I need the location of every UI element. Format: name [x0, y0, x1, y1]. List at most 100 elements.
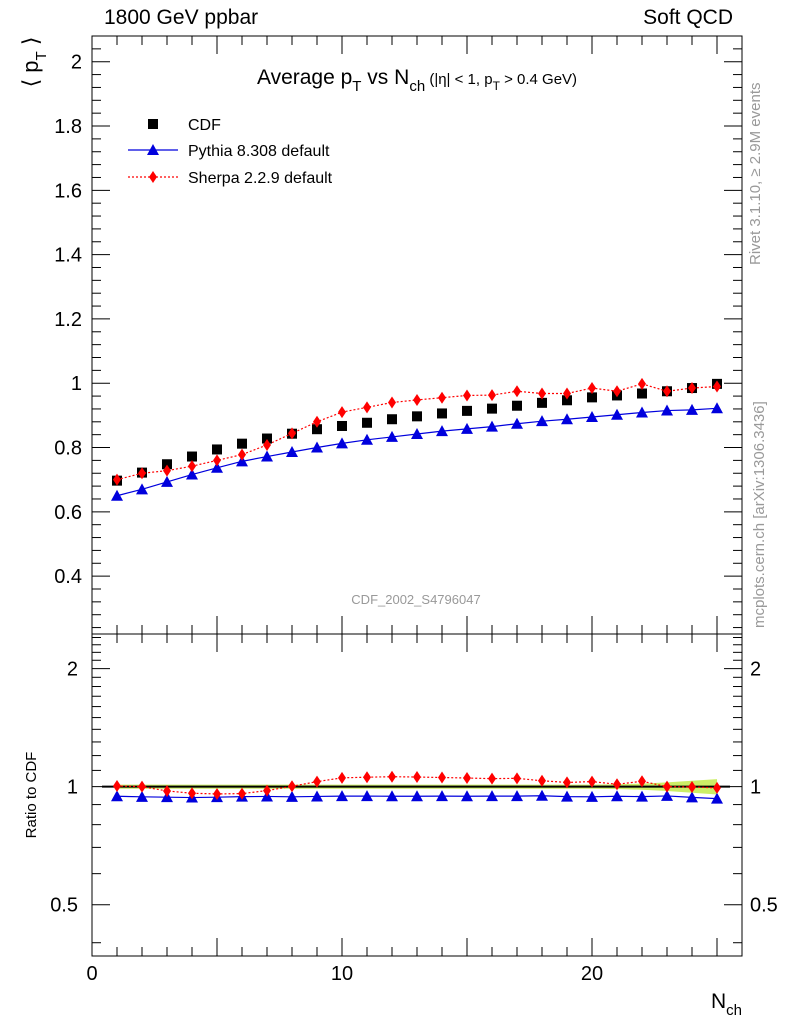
data-point: [313, 415, 321, 428]
y-axis-label-open: ⟨ p: [18, 60, 43, 87]
data-point: [311, 441, 323, 453]
ratio-data-point: [263, 784, 271, 797]
main-panel: 0.40.60.811.21.41.61.82 Average pT vs Nc…: [18, 35, 743, 635]
data-point: [261, 450, 273, 462]
ratio-data-point: [338, 771, 346, 784]
y-tick-label: 0.8: [54, 438, 82, 460]
data-point: [362, 417, 372, 428]
data-point: [187, 451, 197, 462]
ratio-data-point: [163, 784, 171, 797]
data-point: [688, 382, 696, 395]
ratio-data-point: [561, 790, 573, 802]
ratio-data-point: [461, 790, 473, 802]
ratio-data-point: [611, 790, 623, 802]
data-point: [111, 489, 123, 501]
data-point: [337, 420, 347, 431]
ratio-data-point: [113, 779, 121, 792]
process-label: Soft QCD: [643, 6, 733, 29]
data-point: [563, 387, 571, 400]
ratio-y-axis-label: Ratio to CDF: [23, 752, 40, 839]
ratio-panel-y-tick-labels: 0.5 0.5 1 1 2 2: [50, 659, 778, 917]
data-point: [162, 459, 172, 470]
x-tick-label: 10: [331, 963, 353, 985]
ratio-data-point: [111, 790, 123, 802]
ratio-panel-series: [111, 770, 723, 804]
energy-label: 1800 GeV ppbar: [104, 6, 259, 29]
data-point: [638, 377, 646, 390]
data-point: [387, 414, 397, 425]
legend-marker: [147, 144, 159, 155]
data-point: [561, 413, 573, 425]
data-point: [661, 404, 673, 416]
y-axis-label-sub: T: [33, 51, 50, 60]
data-point: [161, 475, 173, 487]
ratio-data-point: [238, 787, 246, 800]
main-panel-y-tick-labels: 0.4 0.6 0.8 1 1.2 1.4 1.6 1.8 2: [54, 52, 82, 588]
ratio-data-point: [438, 771, 446, 784]
data-point: [412, 411, 422, 422]
data-point: [262, 433, 272, 444]
data-point: [186, 468, 198, 480]
data-point: [713, 380, 721, 393]
x-tick-labels: 0 10 20: [86, 963, 603, 985]
ratio-data-point: [413, 771, 421, 784]
data-point: [611, 408, 623, 420]
ratio-data-point: [536, 789, 548, 801]
legend: CDF Pythia 8.308 default Sherpa 2.2.9 defa…: [128, 117, 333, 187]
legend-label: Sherpa 2.2.9 default: [188, 170, 333, 187]
data-point: [386, 430, 398, 442]
data-point: [536, 415, 548, 427]
data-point: [512, 400, 522, 411]
y-tick-label: 1.4: [54, 245, 82, 267]
ratio-data-point: [386, 790, 398, 802]
ratio-data-point: [688, 780, 696, 793]
ratio-y-tick-label-right: 2: [750, 659, 761, 681]
ratio-data-point: [488, 772, 496, 785]
data-point: [537, 397, 547, 408]
data-point: [686, 403, 698, 415]
ratio-data-point: [411, 790, 423, 802]
data-point: [338, 406, 346, 419]
y-tick-label: 1.2: [54, 309, 82, 331]
ratio-uncertainty-band: [102, 779, 730, 795]
data-point: [388, 396, 396, 409]
ratio-data-point: [436, 790, 448, 802]
ratio-data-point: [511, 790, 523, 802]
main-panel-ticks: [92, 35, 743, 634]
data-point: [538, 387, 546, 400]
y-tick-label: 2: [71, 52, 82, 74]
ratio-y-tick-label-left: 1: [67, 777, 78, 799]
rivet-label: Rivet 3.1.10, ≥ 2.9M events: [747, 83, 764, 266]
data-point: [212, 444, 222, 455]
series-triangle: [111, 402, 723, 501]
ratio-data-point: [213, 787, 221, 800]
y-tick-label: 1.8: [54, 116, 82, 138]
x-tick-label: 20: [581, 963, 603, 985]
ratio-data-point: [563, 776, 571, 789]
data-point: [511, 417, 523, 429]
ratio-data-point: [513, 772, 521, 785]
ratio-data-point: [588, 775, 596, 788]
data-point: [437, 408, 447, 419]
data-point: [138, 467, 146, 480]
x-axis-label-main: N: [711, 990, 726, 1013]
data-point: [136, 483, 148, 495]
ratio-data-point: [336, 790, 348, 802]
legend-marker: [148, 119, 158, 129]
data-point: [263, 438, 271, 451]
data-point: [488, 389, 496, 402]
ratio-data-point: [311, 790, 323, 802]
ratio-data-point: [686, 791, 698, 803]
legend-marker: [149, 171, 157, 183]
mcplots-label: mcplots.cern.ch [arXiv:1306.3436]: [751, 401, 768, 628]
data-point: [336, 437, 348, 449]
data-point: [236, 455, 248, 467]
y-tick-label: 0.6: [54, 502, 82, 524]
ratio-data-point: [613, 778, 621, 791]
data-point: [463, 389, 471, 402]
plot-title-cut-a: (|η| < 1, p: [425, 71, 492, 88]
ratio-data-point: [538, 774, 546, 787]
plot-title-sub2: ch: [409, 78, 425, 95]
ratio-panel-ticks: [92, 634, 743, 956]
